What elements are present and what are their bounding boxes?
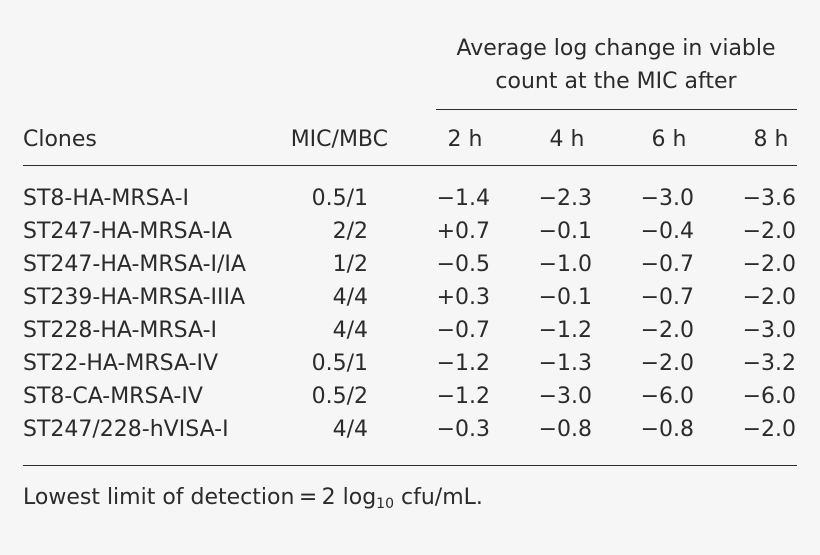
value-4h-cell: −2.3 xyxy=(538,186,592,211)
col-header-mic-mbc: MIC/MBC xyxy=(290,127,388,152)
value-8h-cell: −6.0 xyxy=(742,384,796,409)
value-2h-cell: −1.2 xyxy=(436,384,490,409)
value-2h-cell: +0.3 xyxy=(436,285,490,310)
value-6h-cell: −0.8 xyxy=(640,417,694,442)
value-8h-cell: −2.0 xyxy=(742,417,796,442)
value-2h-cell: −0.3 xyxy=(436,417,490,442)
value-8h-cell: −3.6 xyxy=(742,186,796,211)
spanner-rule xyxy=(436,109,797,110)
value-4h-cell: −1.2 xyxy=(538,318,592,343)
footnote-prefix: Lowest limit of detection = 2 log xyxy=(23,485,377,510)
clone-cell: ST239-HA-MRSA-IIIA xyxy=(23,285,246,310)
value-6h-cell: −3.0 xyxy=(640,186,694,211)
mic-mbc-cell: 4/4 xyxy=(332,417,368,442)
value-6h-cell: −6.0 xyxy=(640,384,694,409)
mic-mbc-cell: 0.5/1 xyxy=(311,351,368,376)
clone-cell: ST8-HA-MRSA-I xyxy=(23,186,190,211)
value-8h-cell: −2.0 xyxy=(742,219,796,244)
value-6h-cell: −2.0 xyxy=(640,351,694,376)
footnote-suffix: cfu/mL. xyxy=(394,485,483,510)
spanner-heading-line2: count at the MIC after xyxy=(495,69,737,94)
mic-mbc-cell: 4/4 xyxy=(332,318,368,343)
value-4h-cell: −3.0 xyxy=(538,384,592,409)
value-4h-cell: −0.1 xyxy=(538,219,592,244)
value-4h-cell: −0.1 xyxy=(538,285,592,310)
value-8h-cell: −2.0 xyxy=(742,252,796,277)
value-8h-cell: −3.0 xyxy=(742,318,796,343)
bottom-rule xyxy=(23,465,797,466)
value-2h-cell: −0.5 xyxy=(436,252,490,277)
mic-mbc-cell: 0.5/2 xyxy=(311,384,368,409)
col-header-8h: 8 h xyxy=(753,127,789,152)
value-2h-cell: −1.2 xyxy=(436,351,490,376)
value-2h-cell: −0.7 xyxy=(436,318,490,343)
value-4h-cell: −1.0 xyxy=(538,252,592,277)
value-6h-cell: −0.7 xyxy=(640,285,694,310)
clone-cell: ST247/228-hVISA-I xyxy=(23,417,229,442)
clone-cell: ST228-HA-MRSA-I xyxy=(23,318,218,343)
clone-cell: ST8-CA-MRSA-IV xyxy=(23,384,203,409)
header-rule xyxy=(23,165,797,166)
footnote-subscript: 10 xyxy=(376,496,394,512)
col-header-clones: Clones xyxy=(23,127,97,152)
value-6h-cell: −0.7 xyxy=(640,252,694,277)
value-2h-cell: +0.7 xyxy=(436,219,490,244)
value-8h-cell: −2.0 xyxy=(742,285,796,310)
value-4h-cell: −1.3 xyxy=(538,351,592,376)
value-8h-cell: −3.2 xyxy=(742,351,796,376)
clone-cell: ST247-HA-MRSA-IA xyxy=(23,219,233,244)
mic-mbc-cell: 4/4 xyxy=(332,285,368,310)
value-2h-cell: −1.4 xyxy=(436,186,490,211)
footnote: Lowest limit of detection = 2 log10 cfu/… xyxy=(23,485,483,512)
col-header-6h: 6 h xyxy=(651,127,687,152)
value-4h-cell: −0.8 xyxy=(538,417,592,442)
clone-cell: ST22-HA-MRSA-IV xyxy=(23,351,219,376)
mic-mbc-cell: 0.5/1 xyxy=(311,186,368,211)
value-6h-cell: −0.4 xyxy=(640,219,694,244)
mic-mbc-cell: 2/2 xyxy=(332,219,368,244)
spanner-heading-line1: Average log change in viable xyxy=(456,36,776,61)
mic-mbc-cell: 1/2 xyxy=(332,252,368,277)
value-6h-cell: −2.0 xyxy=(640,318,694,343)
col-header-4h: 4 h xyxy=(549,127,585,152)
col-header-2h: 2 h xyxy=(447,127,483,152)
clone-cell: ST247-HA-MRSA-I/IA xyxy=(23,252,246,277)
